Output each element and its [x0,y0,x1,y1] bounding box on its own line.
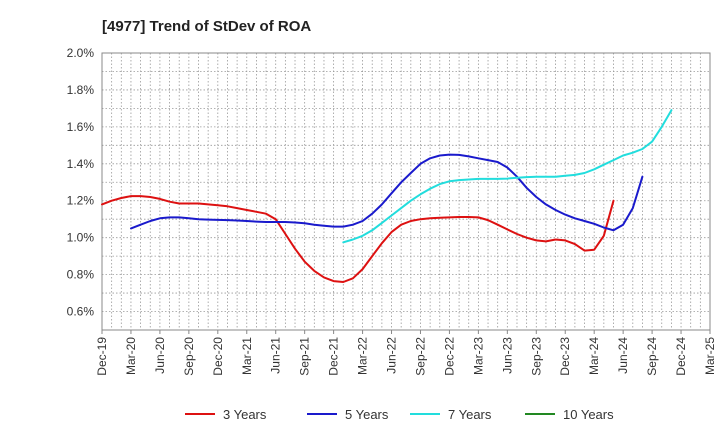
y-tick-label: 1.6% [67,120,95,134]
x-tick-label: Sep-23 [529,337,543,376]
x-tick-label: Dec-23 [558,337,572,376]
series-line-7-years [342,109,673,244]
y-axis: 0.6% 0.8% 1.0% 1.2% 1.4% 1.6% 1.8% 2.0% [67,46,95,319]
x-axis: Dec-19 Mar-20 Jun-20 Sep-20 Dec-20 Mar-21 Jun-… [95,330,717,376]
x-tick-label: Jun-23 [500,337,514,374]
plot-frame [101,52,711,331]
series-line-5-years [130,153,644,232]
x-tick-label: Jun-20 [153,337,167,374]
x-tick-label: Dec-20 [211,337,225,376]
legend-label-3-years: 3 Years [223,407,267,422]
x-tick-label: Mar-25 [703,337,717,375]
x-tick-label: Mar-21 [240,337,254,375]
x-tick-label: Jun-22 [385,337,399,374]
series-lines [101,109,673,283]
y-tick-label: 0.6% [67,305,95,319]
series-line-3-years [101,195,615,283]
x-tick-label: Jun-24 [616,337,630,374]
x-tick-label: Dec-24 [674,337,688,376]
legend-label-5-years: 5 Years [345,407,389,422]
x-tick-label: Mar-23 [471,337,485,375]
x-tick-label: Mar-22 [356,337,370,375]
x-tick-label: Dec-22 [442,337,456,376]
legend: 3 Years 5 Years 7 Years 10 Years [185,407,614,422]
y-tick-label: 1.2% [67,194,95,208]
chart-title: [4977] Trend of StDev of ROA [102,18,311,35]
y-tick-label: 1.0% [67,231,95,245]
y-tick-label: 2.0% [67,46,95,60]
x-tick-label: Mar-24 [587,337,601,375]
x-tick-label: Dec-19 [95,337,109,376]
x-tick-label: Jun-21 [269,337,283,374]
y-tick-label: 0.8% [67,268,95,282]
legend-label-7-years: 7 Years [448,407,492,422]
x-tick-label: Sep-20 [182,337,196,376]
legend-label-10-years: 10 Years [563,407,614,422]
y-tick-label: 1.8% [67,83,95,97]
x-tick-label: Sep-24 [645,337,659,376]
x-tick-label: Dec-21 [327,337,341,376]
x-tick-label: Sep-21 [298,337,312,376]
grid [102,53,710,330]
y-tick-label: 1.4% [67,157,95,171]
x-tick-label: Mar-20 [124,337,138,375]
x-tick-label: Sep-22 [413,337,427,376]
